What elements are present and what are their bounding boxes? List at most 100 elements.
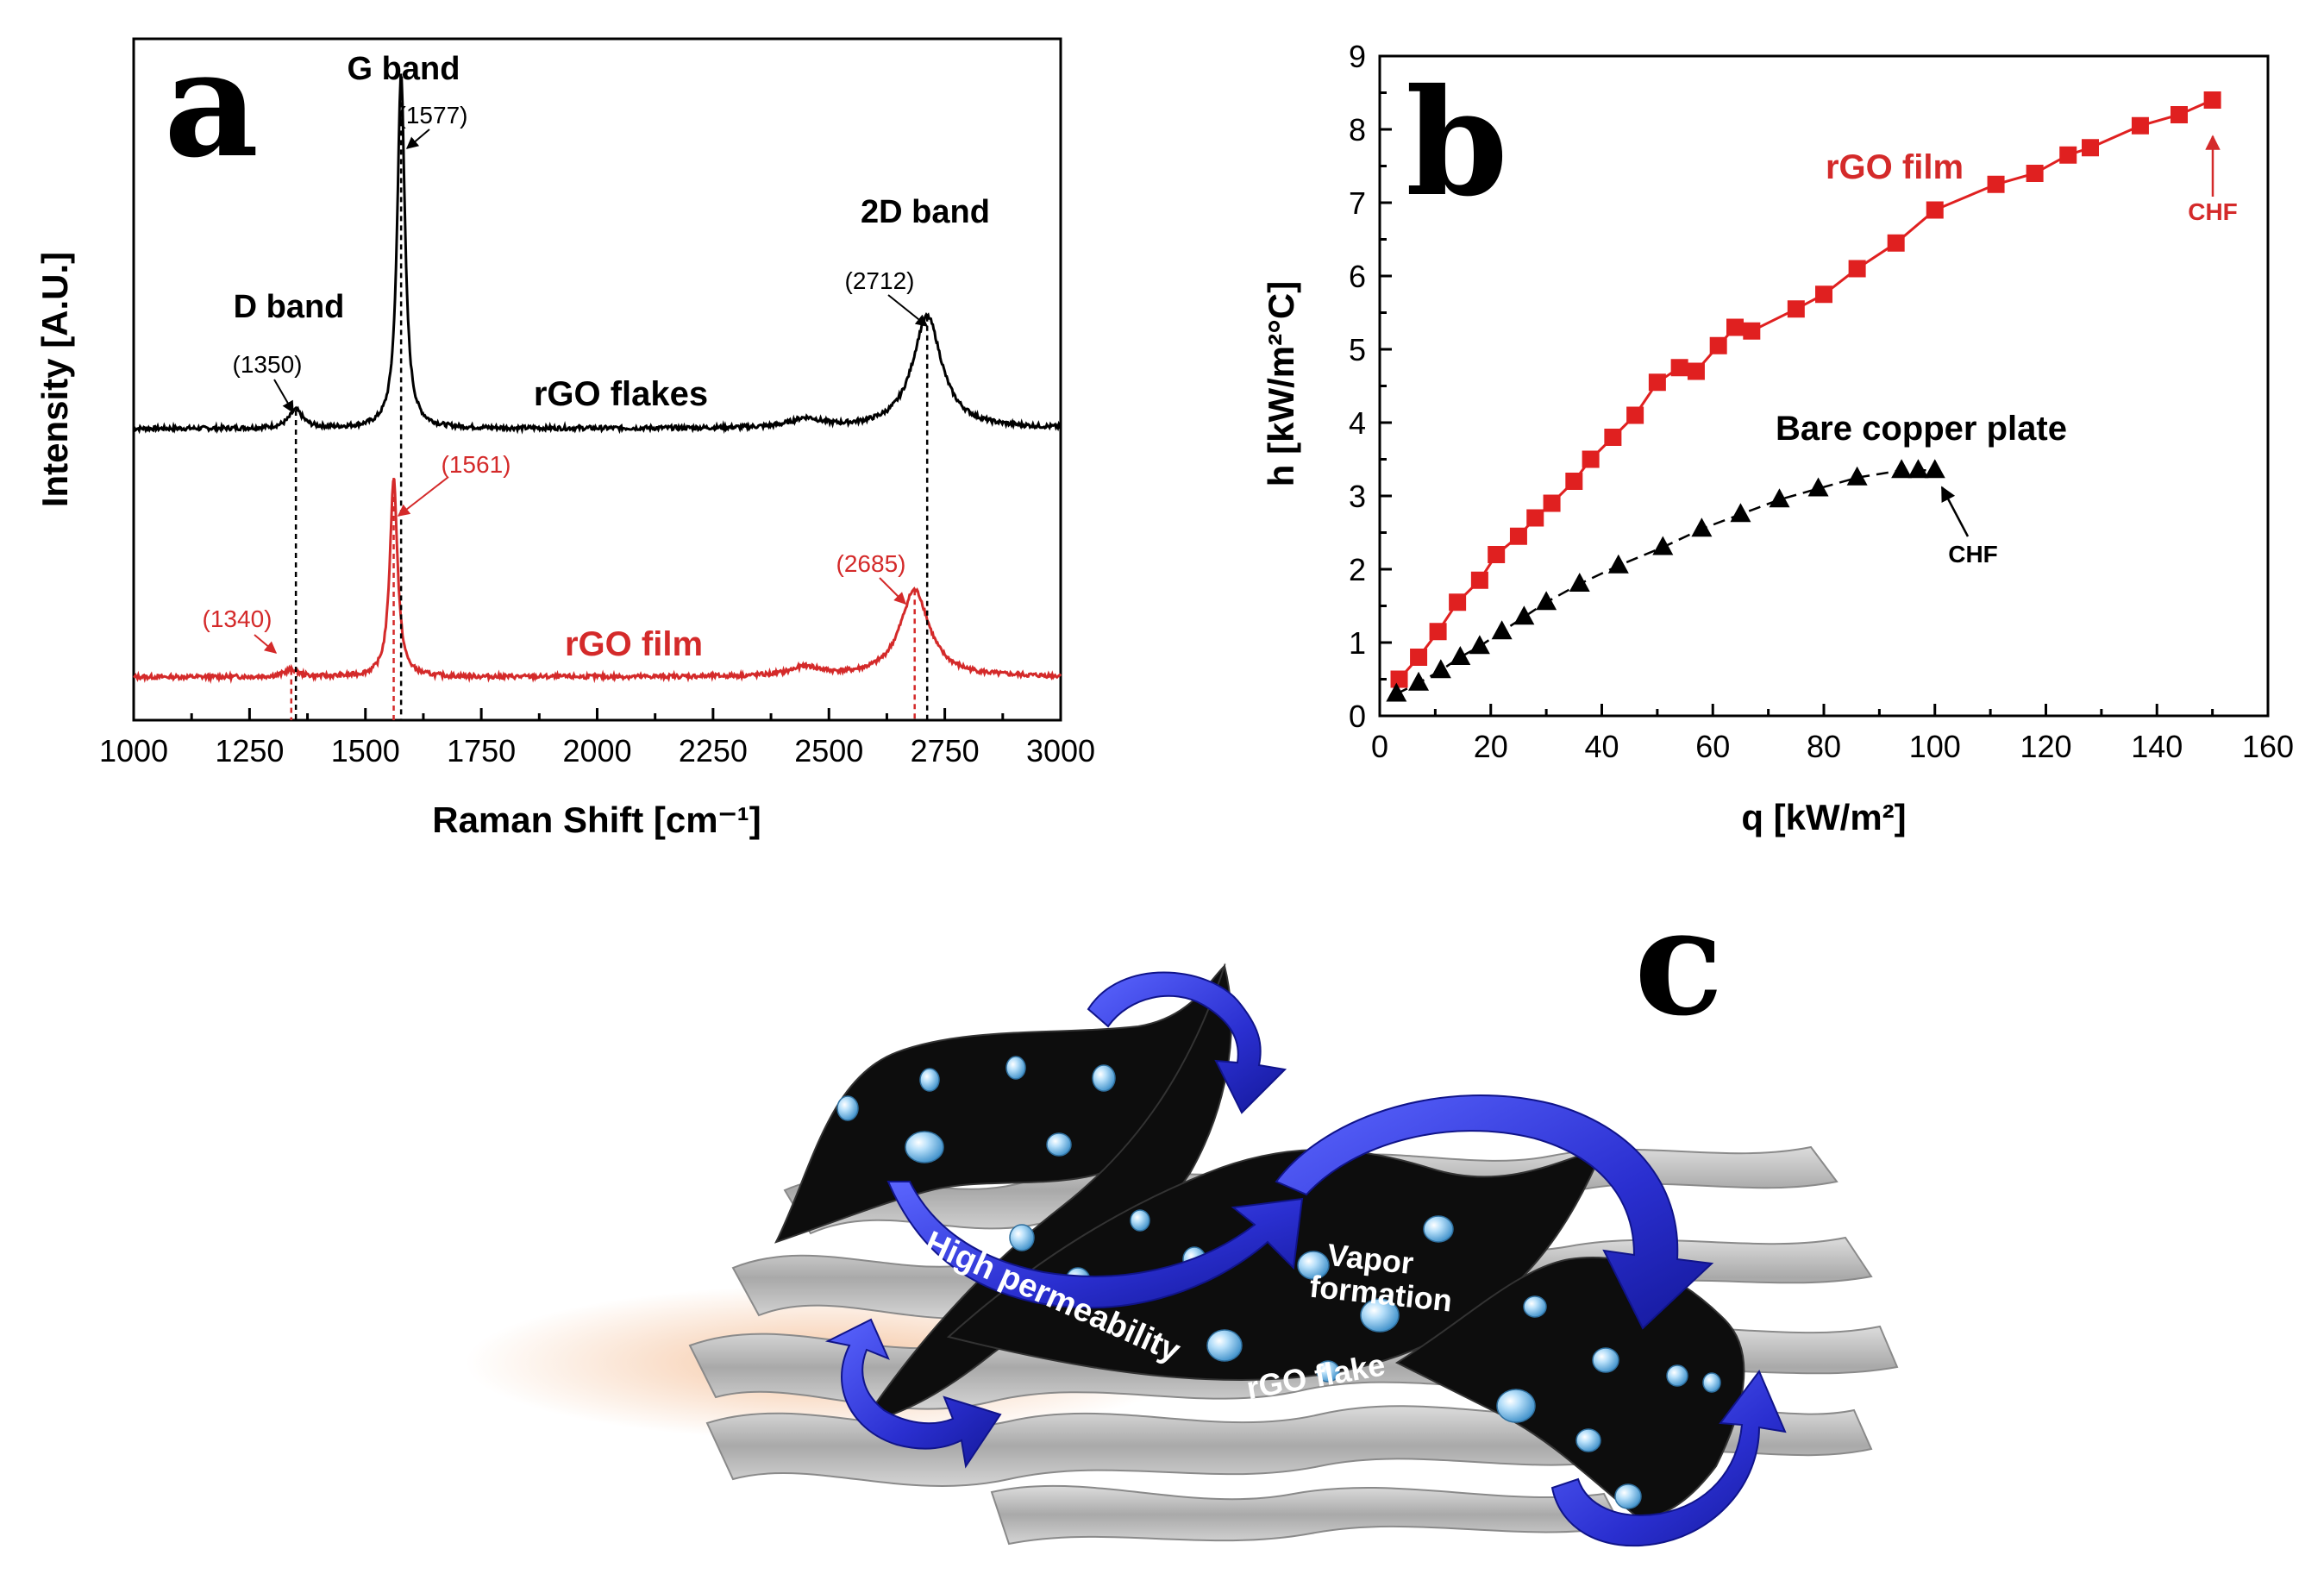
- data-point-bare-copper: [1386, 682, 1407, 702]
- droplet: [836, 1095, 859, 1121]
- heat-transfer-chart: 0 20 40 60 80 100 120 140 160 0 1 2 3 4 5 6 7 8 9 q [kW/m²…: [1261, 39, 2294, 837]
- y-axis-title-a: Intensity [A.U.]: [34, 252, 75, 507]
- peak-label-1350: (1350): [233, 351, 303, 378]
- data-point-rgo-film: [1670, 359, 1688, 377]
- data-point-rgo-film: [1987, 175, 2005, 193]
- rgo-flake-blade: [860, 963, 1232, 1425]
- data-point-rgo-film: [1449, 593, 1467, 611]
- data-point-bare-copper: [1491, 620, 1513, 640]
- data-point-bare-copper: [1450, 646, 1471, 665]
- x-tick-label: 40: [1584, 729, 1619, 764]
- axis-ticks-b: 0 20 40 60 80 100 120 140 160 0 1 2 3 4 5 6 7 8 9: [1349, 39, 2294, 764]
- recirculation-arrow-top-left: [1087, 971, 1287, 1114]
- data-point-rgo-film: [1726, 318, 1744, 336]
- data-point-rgo-film: [1743, 322, 1761, 340]
- data-point-rgo-film: [1390, 670, 1408, 688]
- data-point-rgo-film: [2203, 91, 2221, 109]
- leader-arrow-1561: [397, 476, 449, 517]
- data-point-rgo-film: [1488, 546, 1506, 563]
- x-axis-title-b: q [kW/m²]: [1741, 797, 1906, 837]
- leader-arrow-1340: [254, 634, 278, 654]
- y-tick-label: 1: [1349, 625, 1366, 661]
- x-tick-label: 140: [2131, 729, 2183, 764]
- droplet: [1360, 1298, 1400, 1333]
- data-point-bare-copper: [1430, 659, 1451, 679]
- panel-letter-a: a: [164, 18, 259, 191]
- series-line-rgo-film: [133, 478, 1062, 685]
- x-tick-label: 2500: [794, 733, 863, 768]
- leader-arrow-1350: [273, 379, 294, 414]
- leader-arrow-1577: [405, 129, 430, 149]
- data-point-rgo-film: [1787, 300, 1805, 318]
- series-label-rgo-flakes: rGO flakes: [534, 375, 708, 413]
- droplet: [1423, 1215, 1454, 1243]
- data-point-rgo-film: [1470, 571, 1488, 589]
- water-droplets: [836, 1056, 1721, 1509]
- data-point-bare-copper: [1730, 503, 1751, 523]
- x-tick-label: 80: [1807, 729, 1841, 764]
- y-tick-label: 8: [1349, 112, 1366, 147]
- droplet: [1092, 1064, 1116, 1092]
- data-point-rgo-film: [2082, 139, 2099, 157]
- droplet: [905, 1131, 944, 1163]
- band-label-g: G band: [348, 51, 460, 87]
- y-tick-label: 4: [1349, 405, 1366, 441]
- x-tick-label: 20: [1474, 729, 1508, 764]
- data-point-rgo-film: [2026, 165, 2044, 182]
- data-point-rgo-film: [2171, 106, 2188, 123]
- series-label-rgo-film-a: rGO film: [565, 625, 703, 663]
- data-point-bare-copper: [1607, 554, 1629, 574]
- data-point-bare-copper: [1807, 477, 1829, 497]
- x-tick-label: 3000: [1026, 733, 1095, 768]
- band-label-d: D band: [234, 289, 345, 325]
- data-point-rgo-film: [1509, 527, 1527, 545]
- peak-label-1577: (1577): [398, 102, 468, 129]
- series-line-rgo-flakes: [133, 72, 1062, 435]
- data-point-rgo-film: [1565, 473, 1583, 490]
- x-tick-label: 1000: [99, 733, 168, 768]
- droplet: [1496, 1389, 1536, 1423]
- x-tick-label: 120: [2020, 729, 2071, 764]
- data-point-rgo-film: [1926, 201, 1944, 219]
- data-point-rgo-film: [1410, 649, 1428, 666]
- y-tick-label: 2: [1349, 552, 1366, 587]
- data-point-rgo-film: [1815, 285, 1832, 304]
- data-point-rgo-film: [1582, 450, 1600, 468]
- recirculation-arrow-right: [1275, 1094, 1714, 1330]
- permeability-arrow: [886, 1181, 1304, 1309]
- droplet: [1575, 1428, 1601, 1452]
- droplet: [1005, 1056, 1026, 1080]
- data-point-bare-copper: [1652, 536, 1674, 555]
- droplet: [1666, 1364, 1688, 1387]
- flow-arrows: [824, 971, 1787, 1547]
- mesh-layer-5: [990, 1484, 1623, 1546]
- x-tick-label: 1250: [215, 733, 284, 768]
- droplet: [1130, 1209, 1150, 1232]
- y-tick-label: 3: [1349, 479, 1366, 514]
- data-point-rgo-film: [2059, 146, 2077, 164]
- y-tick-label: 0: [1349, 699, 1366, 734]
- recirculation-arrow-bottom-left: [824, 1318, 1002, 1469]
- x-tick-label: 1750: [447, 733, 516, 768]
- peak-label-2685: (2685): [836, 550, 906, 577]
- chf-arrow-bare-copper: [1940, 486, 1970, 537]
- data-point-bare-copper: [1408, 671, 1430, 691]
- x-tick-label: 2750: [911, 733, 980, 768]
- recirculation-arrow-bottom-right: [1550, 1370, 1787, 1547]
- data-point-bare-copper: [1513, 605, 1535, 625]
- x-tick-label: 60: [1695, 729, 1730, 764]
- leader-arrow-2685: [879, 577, 906, 605]
- droplet: [1592, 1347, 1619, 1373]
- droplet: [1316, 1360, 1340, 1383]
- data-point-rgo-film: [2131, 116, 2149, 135]
- series-markers-bare-copper: [1386, 459, 1945, 702]
- data-point-bare-copper: [1891, 459, 1913, 479]
- data-point-bare-copper: [1691, 517, 1713, 537]
- panel-letter-c: c: [1634, 876, 1724, 1049]
- panel-letter-b: b: [1406, 57, 1508, 229]
- data-point-bare-copper: [1846, 466, 1868, 486]
- data-point-rgo-film: [1626, 406, 1644, 424]
- rgo-flakes: [774, 963, 1745, 1520]
- data-point-bare-copper: [1469, 635, 1490, 655]
